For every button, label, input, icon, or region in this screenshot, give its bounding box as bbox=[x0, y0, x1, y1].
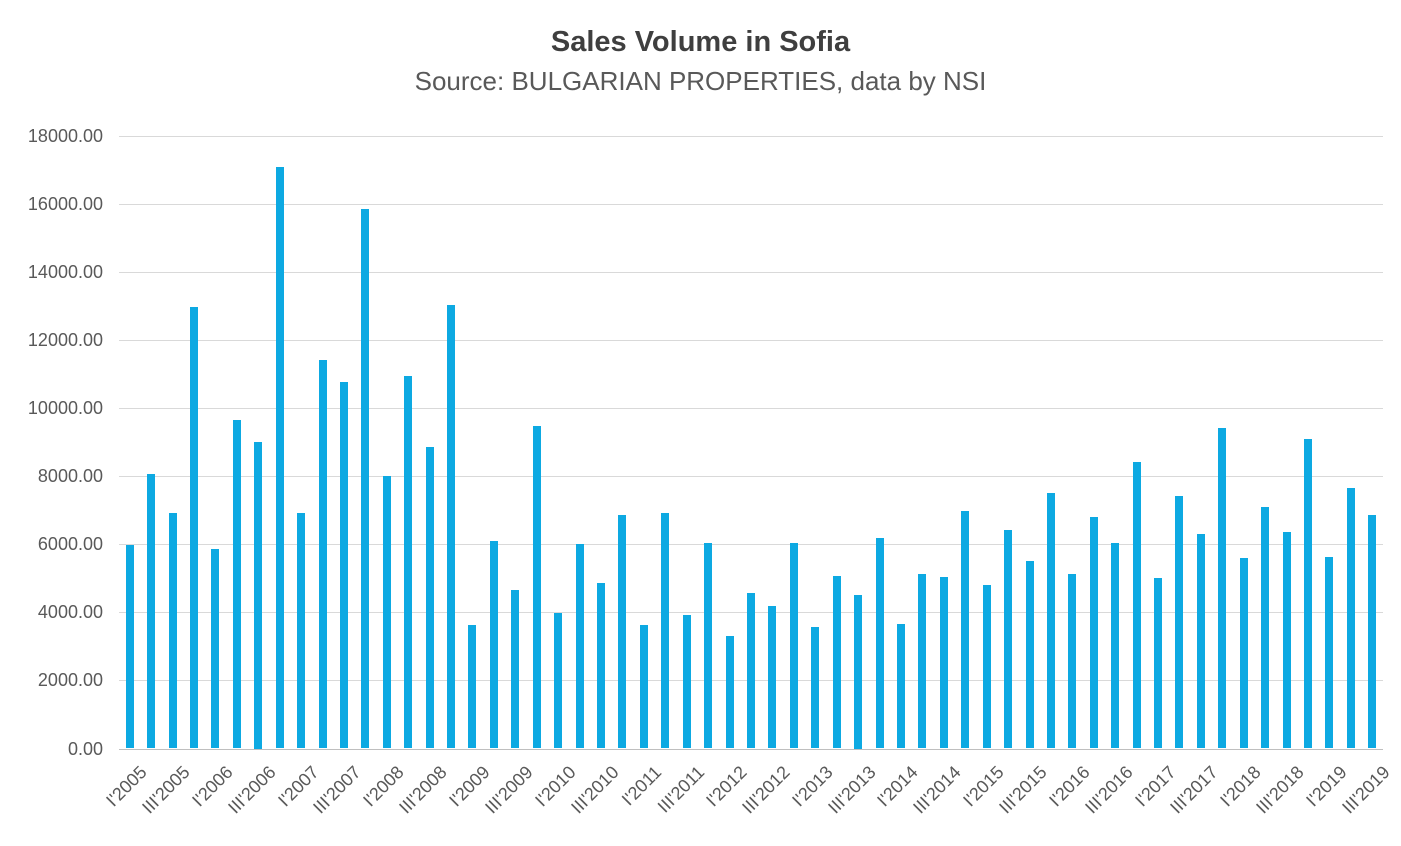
x-tick-label: III'2009 bbox=[480, 762, 537, 818]
chart-title: Sales Volume in Sofia bbox=[550, 26, 851, 58]
bar-III'2007 bbox=[339, 381, 348, 749]
gridline bbox=[119, 544, 1383, 546]
x-tick-label: III'2011 bbox=[653, 762, 708, 817]
x-tick-label: III'2019 bbox=[1337, 762, 1394, 818]
y-tick-label: 2000.00 bbox=[37, 670, 103, 691]
bar-II'2007 bbox=[318, 360, 327, 749]
bar-II'2005 bbox=[147, 474, 156, 749]
x-tick-label: III'2010 bbox=[566, 762, 623, 818]
bar-II'2010 bbox=[575, 544, 584, 749]
x-axis-line bbox=[119, 748, 1383, 750]
bar-I'2015 bbox=[982, 584, 991, 749]
bar-I'2018 bbox=[1239, 558, 1248, 749]
bar-II'2015 bbox=[1004, 529, 1013, 749]
x-tick-label: III'2017 bbox=[1166, 762, 1223, 818]
gridline bbox=[119, 271, 1383, 273]
bar-I'2013 bbox=[811, 626, 820, 749]
bar-I'2006 bbox=[211, 549, 220, 749]
bar-IV'2011 bbox=[704, 543, 713, 749]
x-tick-label: III'2018 bbox=[1252, 762, 1308, 818]
gridline bbox=[119, 203, 1383, 205]
bar-III'2016 bbox=[1111, 543, 1120, 749]
x-tick-label: III'2005 bbox=[138, 762, 194, 818]
bar-III'2017 bbox=[1196, 534, 1205, 749]
bar-IV'2009 bbox=[532, 426, 541, 749]
x-tick-label: III'2012 bbox=[738, 762, 794, 818]
bar-II'2018 bbox=[1261, 507, 1270, 749]
bar-IV'2005 bbox=[189, 307, 198, 749]
bar-III'2010 bbox=[597, 582, 606, 749]
y-tick-label: 18000.00 bbox=[27, 125, 103, 146]
bar-I'2010 bbox=[554, 612, 563, 749]
y-tick-label: 8000.00 bbox=[37, 466, 103, 487]
bar-I'2005 bbox=[125, 544, 134, 749]
bar-II'2014 bbox=[918, 573, 927, 749]
y-tick-label: 12000.00 bbox=[27, 329, 103, 350]
y-tick-label: 16000.00 bbox=[27, 193, 103, 214]
bar-III'2019 bbox=[1368, 514, 1377, 749]
gridline bbox=[119, 476, 1383, 478]
y-tick-label: 4000.00 bbox=[37, 602, 103, 623]
bar-II'2006 bbox=[232, 420, 241, 749]
bar-I'2017 bbox=[1154, 577, 1163, 749]
bar-IV'2016 bbox=[1132, 462, 1141, 749]
bar-I'2019 bbox=[1325, 557, 1334, 749]
y-tick-label: 10000.00 bbox=[27, 397, 103, 418]
x-tick-label: III'2007 bbox=[309, 762, 366, 818]
bar-IV'2010 bbox=[618, 515, 627, 749]
bar-II'2009 bbox=[489, 540, 498, 749]
bar-IV'2006 bbox=[275, 166, 284, 749]
gridline bbox=[119, 339, 1383, 341]
bar-I'2008 bbox=[382, 476, 391, 749]
bar-II'2017 bbox=[1175, 496, 1184, 749]
bar-IV'2007 bbox=[361, 209, 370, 749]
chart-subtitle: Source: BULGARIAN PROPERTIES, data by NS… bbox=[414, 66, 987, 96]
x-tick-label: III'2015 bbox=[995, 762, 1051, 818]
y-tick-label: 6000.00 bbox=[37, 534, 103, 555]
y-tick-label: 0.00 bbox=[67, 738, 103, 759]
x-tick-label: III'2014 bbox=[909, 762, 965, 818]
bar-I'2011 bbox=[639, 624, 648, 749]
bar-III'2018 bbox=[1282, 531, 1291, 749]
bar-III'2015 bbox=[1025, 561, 1034, 749]
gridline bbox=[119, 407, 1383, 409]
bar-IV'2015 bbox=[1046, 493, 1055, 749]
bar-IV'2008 bbox=[447, 305, 456, 749]
bar-II'2013 bbox=[832, 576, 841, 749]
bar-III'2006 bbox=[254, 442, 263, 749]
x-tick-label: III'2006 bbox=[223, 762, 280, 818]
bar-IV'2012 bbox=[789, 543, 798, 749]
gridline bbox=[119, 135, 1383, 137]
bar-II'2019 bbox=[1346, 487, 1355, 749]
bar-III'2005 bbox=[168, 512, 177, 749]
bar-III'2011 bbox=[682, 614, 691, 749]
bar-I'2016 bbox=[1068, 574, 1077, 749]
bar-II'2012 bbox=[747, 592, 755, 749]
x-tick-label: III'2008 bbox=[395, 762, 451, 818]
x-tick-label: III'2013 bbox=[823, 762, 880, 818]
bar-III'2012 bbox=[768, 606, 777, 749]
bar-II'2011 bbox=[661, 512, 670, 749]
bar-IV'2013 bbox=[875, 538, 884, 749]
bar-I'2009 bbox=[468, 625, 477, 749]
bar-IV'2014 bbox=[961, 511, 970, 749]
y-tick-label: 14000.00 bbox=[27, 261, 103, 282]
bar-II'2008 bbox=[404, 376, 413, 749]
bar-IV'2017 bbox=[1218, 428, 1227, 749]
bar-III'2014 bbox=[939, 577, 948, 749]
bar-I'2012 bbox=[725, 636, 734, 749]
x-tick-label: III'2016 bbox=[1080, 762, 1137, 818]
bar-I'2007 bbox=[297, 512, 306, 749]
bar-IV'2018 bbox=[1304, 438, 1313, 749]
bar-I'2014 bbox=[896, 624, 905, 749]
bar-III'2009 bbox=[511, 589, 520, 749]
bar-III'2013 bbox=[854, 595, 863, 749]
bar-II'2016 bbox=[1089, 516, 1098, 749]
bar-III'2008 bbox=[425, 447, 434, 749]
